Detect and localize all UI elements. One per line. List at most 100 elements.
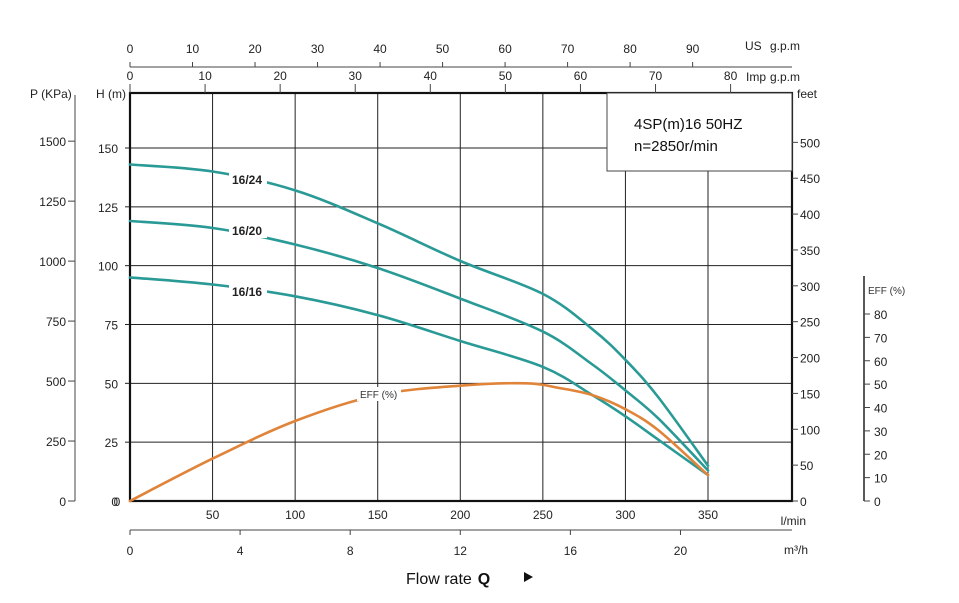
chart-title: 4SP(m)16 50HZ	[634, 116, 742, 133]
feet-tick-label: 350	[800, 244, 820, 258]
m3h-tick-label: 12	[454, 544, 468, 558]
imp-gpm-tick-label: 80	[724, 69, 738, 83]
feet-tick-label: 500	[800, 136, 820, 150]
series-label-bg	[229, 285, 267, 299]
pressure-axis-label: P (KPa)	[30, 87, 72, 101]
pressure-tick-label: 750	[46, 315, 66, 329]
head-m-tick-label: 25	[105, 436, 119, 450]
series-line-16-20	[128, 219, 710, 472]
us-gpm-tick-label: 20	[248, 42, 262, 56]
series-layer: 16/24 16/20 16/16 EFF (%)	[128, 163, 710, 503]
us-gpm-tick-label: 10	[186, 42, 200, 56]
feet-tick-label: 200	[800, 352, 820, 366]
us-gpm-tick-label: 50	[436, 42, 450, 56]
eff-tick-label: 70	[874, 331, 888, 345]
eff-tick-label: 80	[874, 308, 888, 322]
x-axis-title-symbol: Q	[478, 571, 490, 588]
series-line-16-24	[128, 163, 710, 467]
imp-gpm-tick-label: 70	[649, 69, 663, 83]
us-gpm-tick-label: 60	[498, 42, 512, 56]
imp-gpm-tick-label: 50	[499, 69, 513, 83]
head-m-tick-label: 50	[105, 377, 119, 391]
imp-gpm-tick-label: 20	[273, 69, 287, 83]
eff-tick-label: 0	[874, 495, 881, 509]
imp-gpm-tick-label: 0	[127, 69, 134, 83]
chart-subtitle: n=2850r/min	[634, 138, 718, 155]
feet-tick-label: 100	[800, 423, 820, 437]
x-unit-lmin: l/min	[781, 514, 806, 528]
us-gpm-axis-label: US	[745, 39, 762, 53]
m3h-tick-label: 16	[564, 544, 578, 558]
eff-tick-label: 50	[874, 378, 888, 392]
us-gpm-tick-label: 80	[623, 42, 637, 56]
imp-gpm-unit: g.p.m	[770, 70, 800, 84]
eff-tick-label: 20	[874, 448, 888, 462]
us-gpm-tick-label: 70	[561, 42, 575, 56]
feet-tick-label: 0	[800, 495, 807, 509]
x-axis-title: Flow rate Q	[406, 571, 490, 588]
eff-axis-label: EFF (%)	[868, 286, 905, 297]
feet-tick-label: 250	[800, 316, 820, 330]
m3h-unit: m³/h	[784, 543, 808, 557]
series-label-bg	[229, 173, 267, 187]
us-gpm-tick-label: 90	[686, 42, 700, 56]
eff-tick-label: 40	[874, 402, 888, 416]
feet-tick-label: 400	[800, 208, 820, 222]
head-m-tick-label: 75	[105, 319, 119, 333]
pressure-tick-label: 500	[46, 375, 66, 389]
x-tick-label-lmin: 250	[533, 508, 553, 522]
x-tick-label-lmin: 0	[114, 495, 121, 509]
pressure-tick-label: 1500	[39, 135, 66, 149]
series-label-bg	[357, 387, 401, 401]
us-gpm-tick-label: 0	[127, 42, 134, 56]
x-axis-title-text: Flow rate	[406, 571, 472, 588]
x-tick-label-lmin: 100	[285, 508, 305, 522]
imp-gpm-tick-label: 10	[198, 69, 212, 83]
series-line-efficiency	[128, 381, 710, 503]
us-gpm-tick-label: 40	[373, 42, 387, 56]
imp-gpm-tick-label: 30	[349, 69, 363, 83]
series-label-efficiency: EFF (%)	[360, 390, 397, 401]
imp-gpm-tick-label: 40	[424, 69, 438, 83]
head-m-tick-label: 100	[98, 260, 118, 274]
feet-axis-label: feet	[797, 87, 818, 101]
pressure-tick-label: 1250	[39, 195, 66, 209]
m3h-tick-label: 20	[674, 544, 688, 558]
pressure-tick-label: 1000	[39, 255, 66, 269]
head-m-tick-label: 150	[98, 142, 118, 156]
eff-tick-label: 60	[874, 355, 888, 369]
eff-tick-label: 10	[874, 472, 888, 486]
m3h-tick-label: 8	[347, 544, 354, 558]
feet-tick-label: 450	[800, 172, 820, 186]
arrow-right-icon	[524, 572, 533, 582]
m3h-tick-label: 4	[237, 544, 244, 558]
series-label-16-24: 16/24	[232, 173, 262, 187]
x-tick-label-lmin: 200	[450, 508, 470, 522]
imp-gpm-tick-label: 60	[574, 69, 588, 83]
series-line-16-16	[128, 276, 710, 477]
imp-gpm-axis-label: Imp	[746, 70, 766, 84]
head-m-tick-label: 0	[111, 495, 118, 509]
series-label-16-16: 16/16	[232, 285, 262, 299]
x-tick-label-lmin: 150	[368, 508, 388, 522]
feet-tick-label: 150	[800, 387, 820, 401]
eff-tick-label: 30	[874, 425, 888, 439]
m3h-tick-label: 0	[127, 544, 134, 558]
us-gpm-tick-label: 30	[311, 42, 325, 56]
series-label-bg	[229, 224, 267, 238]
feet-tick-label: 300	[800, 280, 820, 294]
head-m-tick-label: 125	[98, 201, 118, 215]
x-tick-label-lmin: 50	[206, 508, 220, 522]
plot-frame	[128, 91, 794, 503]
series-label-16-20: 16/20	[232, 224, 262, 238]
info-box	[606, 92, 793, 172]
pressure-tick-label: 0	[59, 495, 66, 509]
x-tick-label-lmin: 300	[615, 508, 635, 522]
us-gpm-unit: g.p.m	[770, 39, 800, 53]
x-tick-label-lmin: 350	[698, 508, 718, 522]
pressure-tick-label: 250	[46, 435, 66, 449]
feet-tick-label: 50	[800, 459, 814, 473]
head-m-axis-label: H (m)	[96, 87, 126, 101]
